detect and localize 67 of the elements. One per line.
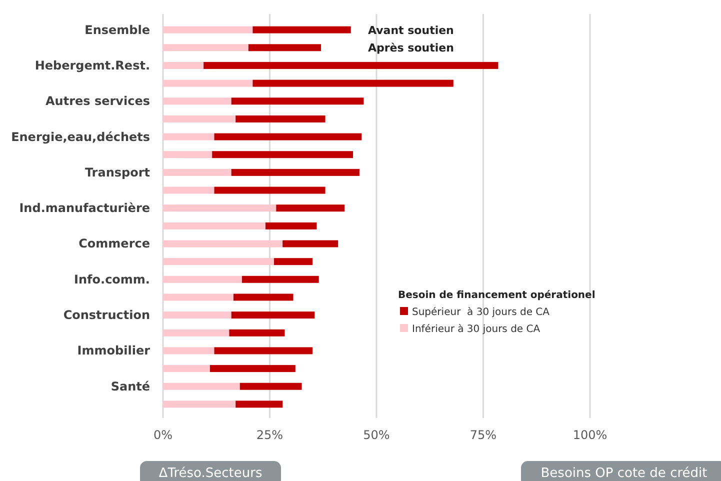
y-tick-label: Immobilier	[77, 344, 150, 358]
legend-label: Inférieur à 30 jours de CA	[412, 324, 540, 335]
y-tick-label: Transport	[84, 165, 150, 180]
bar	[229, 329, 285, 336]
bar	[276, 204, 344, 212]
y-tick-label: Construction	[63, 308, 150, 322]
y-tick-label: Ensemble	[84, 22, 150, 37]
bar	[163, 62, 204, 69]
bar	[163, 400, 236, 408]
bar	[163, 98, 232, 105]
bar	[236, 400, 283, 408]
bar	[163, 44, 248, 52]
bar	[214, 133, 362, 140]
bar	[252, 26, 351, 34]
bar	[163, 26, 253, 34]
y-tick-label: Info.comm.	[74, 272, 150, 286]
x-tick-label: 50%	[363, 428, 390, 442]
bar	[231, 98, 364, 105]
bar	[163, 312, 232, 319]
bar	[163, 204, 276, 212]
bar	[163, 80, 253, 87]
text: ΔTréso.Secteurs	[158, 466, 262, 481]
bar	[233, 294, 294, 301]
bar	[231, 312, 315, 319]
y-tick-label: Energie,eau,déchets	[11, 130, 150, 144]
legend-label: Supérieur à 30 jours de CA	[412, 307, 550, 318]
bar	[248, 44, 321, 52]
bar	[163, 240, 283, 248]
x-tick-label: 25%	[256, 428, 284, 442]
x-tick-label: 75%	[470, 428, 497, 442]
bar	[163, 365, 210, 372]
y-tick-label: Commerce	[78, 236, 150, 251]
y-tick-label: Ind.manufacturière	[19, 201, 150, 216]
bar	[212, 151, 354, 158]
bar	[163, 258, 274, 266]
bar	[282, 240, 338, 248]
annotation: Avant soutien	[368, 24, 454, 37]
bar	[214, 347, 312, 354]
bar	[163, 276, 242, 283]
bar	[214, 186, 326, 194]
bar	[204, 62, 498, 69]
bar	[163, 115, 236, 122]
legend-title: Besoin de financement opérationel	[398, 290, 596, 301]
bar	[163, 151, 212, 158]
text: Besoins OP cote de crédit	[540, 466, 708, 481]
bar	[163, 222, 266, 230]
bar	[163, 186, 214, 194]
y-tick-label: Hebergemt.Rest.	[34, 58, 150, 72]
bar	[163, 133, 214, 140]
bar	[163, 294, 234, 301]
bar	[274, 258, 312, 266]
bar	[163, 382, 240, 390]
bar	[252, 80, 454, 87]
bar	[242, 276, 319, 283]
bar	[163, 329, 230, 336]
bar	[236, 115, 326, 122]
y-tick-label: Santé	[110, 379, 150, 394]
bar	[163, 347, 214, 354]
bar	[163, 168, 232, 176]
x-tick-label: 0%	[153, 428, 173, 442]
x-tick-label: 100%	[572, 428, 608, 442]
y-tick-label: Autres services	[46, 94, 150, 108]
bar	[210, 365, 296, 372]
bar	[265, 222, 317, 230]
bar	[231, 168, 360, 176]
annotation: Après soutien	[368, 42, 454, 55]
bar	[240, 382, 302, 390]
